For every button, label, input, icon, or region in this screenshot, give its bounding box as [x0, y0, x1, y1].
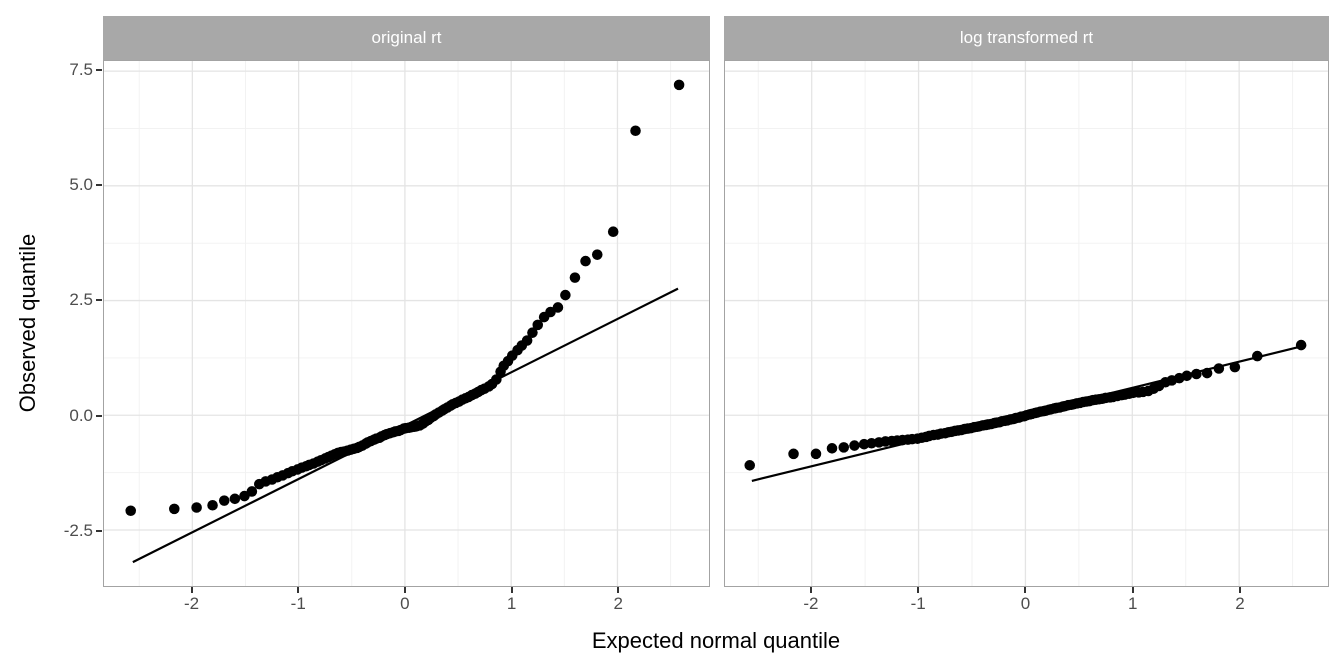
- y-tick-mark: [96, 184, 102, 187]
- y-tick-label: -2.5: [63, 520, 93, 540]
- facet-panel-log-transformed-rt: [724, 60, 1329, 587]
- qq-point: [552, 302, 564, 313]
- qq-point: [1191, 368, 1202, 380]
- qq-point: [491, 374, 502, 385]
- qq-point: [838, 442, 850, 453]
- qq-point: [849, 440, 860, 451]
- qq-point: [826, 443, 838, 454]
- qq-point: [591, 249, 603, 260]
- x-tick-mark: [917, 587, 920, 593]
- qq-point: [169, 503, 180, 515]
- x-tick-label: -2: [803, 594, 819, 613]
- facet-panel-original-rt: [103, 60, 710, 587]
- x-tick-mark: [297, 587, 300, 593]
- qq-point: [1201, 367, 1213, 379]
- x-axis-title: Expected normal quantile: [591, 628, 841, 653]
- x-tick-mark: [190, 587, 193, 593]
- qq-point: [788, 448, 799, 460]
- x-tick-mark: [1024, 587, 1027, 593]
- qq-chart-log-transformed-rt: [725, 61, 1328, 586]
- qq-point: [1252, 350, 1263, 362]
- x-tick-label: -1: [910, 594, 926, 613]
- facet-strip-label: log transformed rt: [959, 28, 1094, 47]
- qq-point: [673, 79, 685, 91]
- qq-point: [580, 255, 591, 267]
- qq-point: [607, 226, 619, 237]
- x-tick-label: 2: [613, 594, 623, 613]
- qq-point: [532, 319, 544, 331]
- qq-point: [1229, 361, 1241, 373]
- qq-point: [218, 495, 230, 506]
- qq-point: [1295, 339, 1307, 351]
- y-axis-title: Observed quantile: [15, 233, 40, 413]
- qq-point: [521, 335, 533, 346]
- x-tick-label: -1: [290, 594, 306, 613]
- qq-point: [527, 327, 538, 338]
- qq-point: [744, 460, 756, 471]
- x-tick-mark: [403, 587, 406, 593]
- qq-point: [207, 499, 218, 511]
- x-tick-mark: [510, 587, 513, 593]
- x-tick-label: 1: [1127, 594, 1138, 613]
- x-tick-mark: [809, 587, 812, 593]
- y-tick-label: 7.5: [69, 60, 93, 80]
- y-tick-mark: [96, 529, 102, 532]
- y-tick-mark: [96, 299, 102, 302]
- qq-point: [630, 125, 641, 137]
- facet-strip-label: original rt: [371, 28, 442, 47]
- qq-point: [560, 289, 571, 301]
- y-tick-label: 5.0: [69, 175, 93, 195]
- qq-point: [125, 505, 137, 517]
- x-tick-label: -2: [183, 594, 200, 613]
- qq-point: [1181, 370, 1193, 382]
- qq-point: [810, 448, 822, 460]
- qq-point: [1213, 363, 1225, 374]
- qq-point: [229, 493, 241, 505]
- x-tick-mark: [617, 587, 620, 593]
- facet-strip-original-rt: original rt: [103, 16, 710, 60]
- qq-point: [191, 502, 202, 513]
- y-tick-mark: [96, 69, 102, 72]
- qq-chart-original-rt: [104, 61, 709, 586]
- qq-point: [569, 272, 581, 283]
- x-tick-mark: [1131, 587, 1134, 593]
- y-tick-label: 2.5: [69, 290, 93, 310]
- qq-point: [246, 486, 258, 497]
- x-tick-label: 2: [1235, 594, 1245, 613]
- facet-strip-log-transformed-rt: log transformed rt: [724, 16, 1329, 60]
- x-tick-mark: [1238, 587, 1241, 593]
- y-tick-label: 0.0: [69, 405, 93, 425]
- y-tick-mark: [96, 414, 102, 417]
- x-tick-label: 0: [1020, 594, 1031, 613]
- x-tick-label: 0: [400, 594, 410, 613]
- x-tick-label: 1: [506, 594, 517, 613]
